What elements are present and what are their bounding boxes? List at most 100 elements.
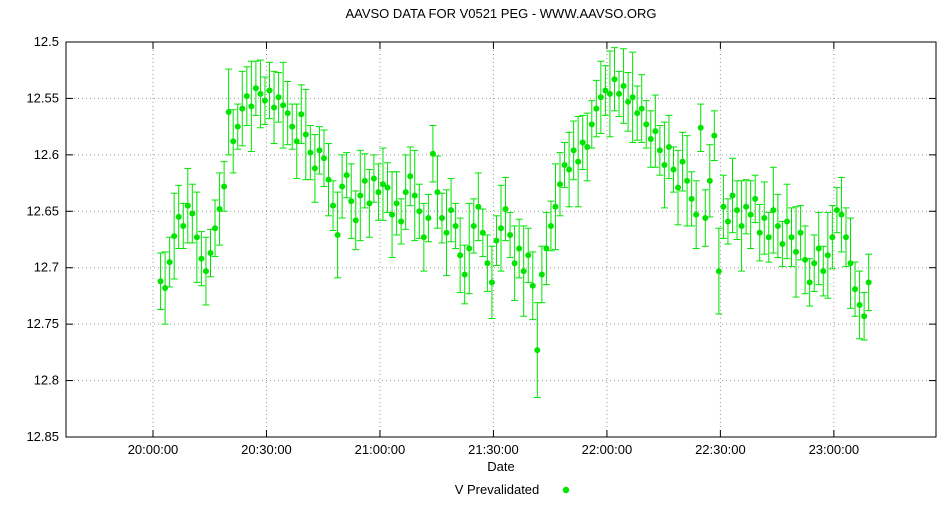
data-point: [779, 241, 786, 248]
data-point: [393, 200, 400, 207]
data-point: [461, 271, 468, 278]
data-point: [584, 143, 591, 150]
data-point: [452, 222, 459, 229]
data-point: [702, 215, 709, 222]
y-tick-label: 12.7: [34, 260, 59, 275]
data-point: [370, 175, 377, 182]
data-point: [289, 123, 296, 130]
data-point: [239, 105, 246, 112]
data-point: [416, 208, 423, 215]
data-point: [352, 217, 359, 224]
data-point: [665, 143, 672, 150]
data-point: [466, 245, 473, 252]
data-point: [729, 192, 736, 199]
data-point: [693, 211, 700, 218]
data-point: [493, 237, 500, 244]
data-point: [339, 183, 346, 190]
data-point: [688, 195, 695, 202]
data-point: [311, 165, 318, 172]
data-point: [207, 250, 214, 257]
data-point: [679, 158, 686, 165]
data-point: [752, 195, 759, 202]
x-tick-label: 22:00:00: [582, 442, 633, 457]
data-point: [166, 259, 173, 266]
data-point: [602, 87, 609, 94]
data-point: [765, 234, 772, 241]
data-point: [252, 85, 259, 92]
data-point: [865, 279, 872, 286]
data-point: [261, 97, 268, 104]
data-point: [420, 234, 427, 241]
data-point: [724, 218, 731, 225]
data-point: [538, 271, 545, 278]
data-point: [734, 207, 741, 214]
data-point: [675, 184, 682, 191]
data-point: [248, 103, 255, 110]
data-point: [361, 177, 368, 184]
data-point: [271, 104, 278, 111]
data-point: [343, 172, 350, 179]
data-point: [747, 211, 754, 218]
data-point: [307, 149, 314, 156]
data-point: [498, 225, 504, 232]
data-point: [579, 139, 586, 146]
data-point: [797, 229, 804, 236]
data-point: [706, 177, 713, 184]
data-point: [606, 90, 613, 97]
data-point: [820, 268, 827, 275]
data-point: [738, 222, 745, 229]
data-point: [552, 203, 559, 210]
data-point: [402, 189, 409, 196]
data-point: [697, 124, 704, 131]
data-point: [366, 200, 373, 207]
data-point: [842, 234, 849, 241]
data-point: [643, 121, 650, 128]
data-point: [202, 268, 209, 275]
data-point: [357, 192, 364, 199]
data-point: [783, 218, 790, 225]
data-point: [534, 347, 541, 354]
data-point: [348, 198, 355, 205]
data-point: [470, 222, 477, 229]
data-point: [484, 260, 491, 267]
data-point: [389, 211, 396, 218]
data-point: [811, 260, 818, 267]
data-point: [806, 279, 813, 286]
x-tick-label: 21:00:00: [355, 442, 406, 457]
data-point: [234, 123, 241, 130]
y-tick-label: 12.85: [26, 429, 59, 444]
plot-area: 20:00:00 20:30:00 21:00:00 21:30:00 22:00:00…: [26, 34, 937, 457]
data-point: [221, 183, 228, 190]
data-point: [257, 90, 264, 97]
data-point: [189, 210, 196, 217]
data-point: [429, 150, 436, 157]
data-point: [230, 138, 237, 145]
data-point: [502, 206, 509, 213]
x-tick-label: 22:30:00: [695, 442, 746, 457]
y-tick-label: 12.8: [34, 373, 59, 388]
data-point: [761, 215, 768, 222]
y-tick-label: 12.75: [26, 316, 59, 331]
data-point: [629, 94, 636, 101]
data-point: [652, 128, 659, 135]
data-point: [298, 111, 305, 118]
data-point: [384, 184, 391, 191]
data-point: [543, 245, 550, 252]
data-point: [225, 108, 232, 115]
data-point: [157, 278, 164, 285]
data-point: [293, 138, 300, 145]
data-point: [833, 207, 840, 214]
data-point: [570, 147, 577, 154]
data-point: [856, 301, 863, 308]
data-point: [661, 162, 668, 169]
data-point: [275, 94, 282, 101]
y-tick-label: 12.65: [26, 203, 59, 218]
x-axis-label: Date: [487, 459, 514, 474]
data-point: [434, 189, 441, 196]
x-tick-label: 20:30:00: [241, 442, 292, 457]
data-point: [588, 121, 595, 128]
y-tick-label: 12.55: [26, 90, 59, 105]
data-point: [302, 131, 309, 138]
data-point: [216, 206, 223, 213]
